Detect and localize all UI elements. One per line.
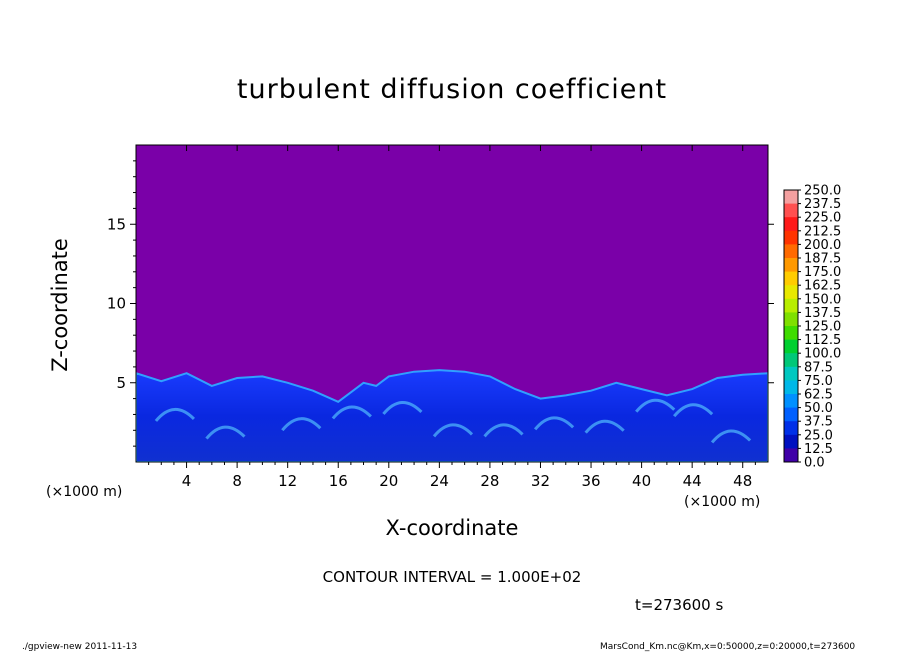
colorbar-label: 0.0	[804, 456, 825, 471]
turbulence-streak	[154, 407, 195, 422]
y-axis-ticks: 5 10 15	[107, 160, 774, 447]
colorbar-label: 75.0	[804, 374, 833, 389]
turbulence-streak	[281, 417, 322, 432]
turbulence-streak	[635, 398, 676, 413]
turbulence-streak	[432, 423, 474, 438]
colorbar-swatch	[784, 339, 798, 354]
x-unit-label: (×1000 m)	[684, 494, 761, 510]
x-tick-label: 8	[232, 472, 242, 490]
colorbar-label: 100.0	[804, 347, 841, 362]
colorbar-swatch	[784, 312, 798, 327]
x-axis-label: X-coordinate	[385, 516, 519, 540]
y-tick-label: 15	[107, 215, 126, 233]
x-axis-ticks: 4 8 12 16 20 24 28 32 36 40 44 48	[148, 145, 756, 490]
x-tick-label: 24	[430, 472, 449, 490]
colorbar-label: 125.0	[804, 320, 841, 335]
turbulence-streak	[483, 423, 524, 438]
chart-title: turbulent diffusion coefficient	[236, 74, 668, 105]
turbulence-streak	[205, 425, 246, 440]
turbulence-streak	[331, 405, 372, 420]
time-label: t=273600 s	[635, 596, 724, 614]
colorbar-label: 12.5	[804, 442, 833, 457]
colorbar-label: 237.5	[804, 197, 841, 212]
colorbar-swatch	[784, 217, 798, 232]
footer-source-label: MarsCond_Km.nc@Km,x=0:50000,z=0:20000,t=…	[600, 642, 856, 652]
colorbar-label: 87.5	[804, 360, 833, 375]
colorbar-label: 212.5	[804, 224, 841, 239]
turbulent-layer	[136, 369, 768, 462]
colorbar-label: 250.0	[804, 184, 841, 199]
colorbar: 250.0237.5225.0212.5200.0187.5175.0162.5…	[783, 184, 841, 471]
colorbar-label: 37.5	[804, 415, 833, 430]
colorbar-label: 112.5	[804, 333, 841, 348]
colorbar-swatch	[784, 380, 798, 395]
colorbar-swatch	[784, 326, 798, 341]
colorbar-swatch	[784, 271, 798, 286]
colorbar-swatch	[784, 421, 798, 436]
turbulence-streak	[710, 429, 752, 444]
colorbar-swatch	[784, 448, 798, 463]
colorbar-label: 175.0	[804, 265, 841, 280]
turbulence-streak	[584, 419, 625, 434]
x-tick-label: 20	[379, 472, 398, 490]
colorbar-label: 62.5	[804, 388, 833, 403]
colorbar-swatch	[784, 434, 798, 449]
colorbar-swatch	[784, 285, 798, 300]
turbulence-streak	[382, 400, 423, 415]
colorbar-swatch	[784, 353, 798, 368]
x-tick-label: 4	[182, 472, 192, 490]
y-tick-label: 10	[107, 295, 126, 313]
x-tick-label: 16	[329, 472, 348, 490]
colorbar-label: 50.0	[804, 401, 833, 416]
x-tick-label: 40	[632, 472, 651, 490]
turbulence-streak	[533, 416, 575, 431]
x-tick-label: 28	[480, 472, 499, 490]
colorbar-swatch	[784, 258, 798, 273]
colorbar-swatch	[784, 230, 798, 245]
x-tick-label: 12	[278, 472, 297, 490]
colorbar-label: 137.5	[804, 306, 841, 321]
footer-program-label: ./gpview-new 2011-11-13	[22, 642, 138, 652]
y-unit-label: (×1000 m)	[46, 484, 123, 500]
colorbar-swatch	[784, 298, 798, 313]
x-tick-label: 44	[683, 472, 702, 490]
y-tick-label: 5	[116, 374, 126, 392]
x-tick-label: 48	[733, 472, 752, 490]
colorbar-label: 25.0	[804, 428, 833, 443]
contour-interval-label: CONTOUR INTERVAL = 1.000E+02	[322, 568, 582, 586]
colorbar-label: 187.5	[804, 252, 841, 267]
colorbar-label: 150.0	[804, 292, 841, 307]
x-tick-label: 36	[581, 472, 600, 490]
colorbar-swatch	[784, 203, 798, 218]
colorbar-swatch	[784, 190, 798, 205]
turbulent-layer-fill	[136, 369, 768, 462]
x-tick-label: 32	[531, 472, 550, 490]
colorbar-swatch	[784, 394, 798, 409]
colorbar-label: 162.5	[804, 279, 841, 294]
colorbar-label: 225.0	[804, 211, 841, 226]
colorbar-swatch	[784, 407, 798, 422]
turbulence-streak	[672, 403, 714, 418]
colorbar-swatch	[784, 366, 798, 381]
colorbar-label: 200.0	[804, 238, 841, 253]
colorbar-swatch	[784, 244, 798, 259]
